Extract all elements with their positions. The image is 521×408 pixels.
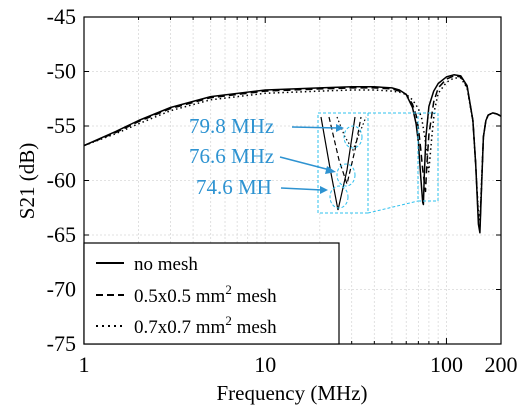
- x-axis-label: Frequency (MHz): [216, 381, 367, 405]
- annotation-79-8-mhz: 79.8 MHz: [189, 114, 274, 138]
- arrow-head-74-6: [320, 186, 328, 194]
- inset-connector-bottom: [367, 200, 419, 214]
- y-tick-label: -50: [47, 59, 76, 84]
- x-tick-label: 100: [430, 352, 463, 377]
- annotation-circle-74-6: [329, 185, 349, 209]
- legend-box: [83, 242, 340, 345]
- arrow-head-79-8: [336, 124, 344, 132]
- legend-label-0-7-mesh: 0.7x0.7 mm2 mesh: [134, 313, 277, 338]
- y-tick-label: -75: [47, 331, 76, 356]
- series-line-dotted: [83, 77, 502, 221]
- zoom-region-box: [417, 112, 439, 202]
- inset-curve-0.7-mesh: [336, 116, 367, 152]
- annotation-circle-76-6: [336, 163, 356, 187]
- arrow-74-6: [280, 187, 323, 191]
- inset-curves: [320, 116, 367, 211]
- y-tick-label: -70: [47, 277, 76, 302]
- arrow-79-8: [291, 126, 339, 129]
- y-tick-label: -60: [47, 168, 76, 193]
- inset-curve-no-mesh: [320, 116, 356, 211]
- y-tick-label: -55: [47, 113, 76, 138]
- annotation-74-6-mh: 74.6 MH: [196, 175, 272, 199]
- arrow-head-76-6: [325, 166, 336, 174]
- series-group: [83, 74, 502, 234]
- arrow-76-6: [279, 156, 331, 171]
- inset-zoom: 79.8 MHz 76.6 MHz 74.6 MH: [189, 112, 439, 214]
- annotation-circle-79-8: [343, 125, 363, 149]
- tick-group: -75 -70 -65 -60 -55 -50 -45 1 10 100 200: [47, 4, 518, 377]
- x-tick-label: 10: [254, 352, 276, 377]
- y-axis-label: S21 (dB): [15, 143, 39, 219]
- y-tick-label: -45: [47, 4, 76, 29]
- annotation-76-6-mhz: 76.6 MHz: [189, 144, 274, 168]
- inset-box: [317, 112, 369, 214]
- legend-label-0-5-mesh: 0.5x0.5 mm2 mesh: [134, 282, 277, 307]
- x-tick-label: 200: [485, 352, 518, 377]
- legend: no mesh 0.5x0.5 mm2 mesh 0.7x0.7 mm2 mes…: [83, 242, 340, 345]
- x-tick-label: 1: [79, 352, 90, 377]
- legend-label-no-mesh: no mesh: [134, 254, 198, 275]
- y-tick-label: -65: [47, 222, 76, 247]
